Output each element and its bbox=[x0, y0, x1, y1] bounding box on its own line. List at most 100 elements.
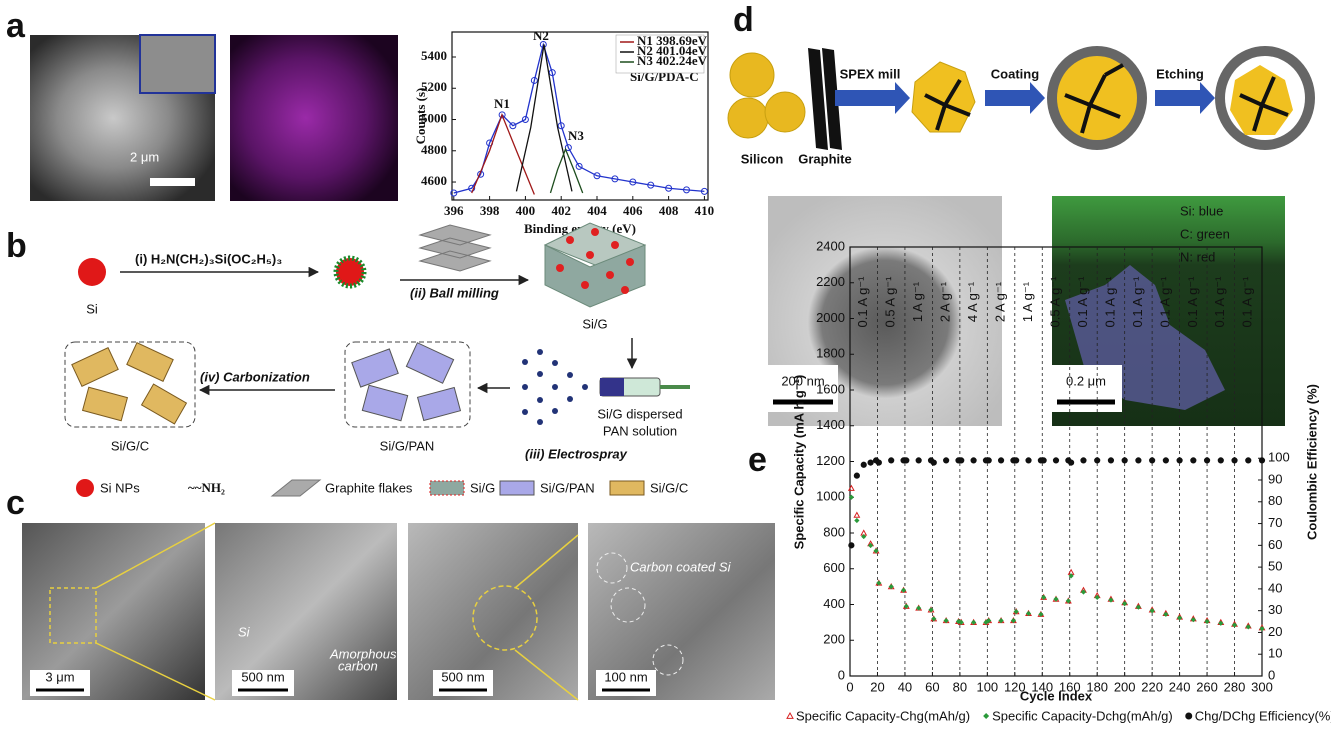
y2-tick-label: 10 bbox=[1268, 646, 1282, 661]
scale-box bbox=[596, 670, 656, 696]
marker bbox=[1013, 609, 1019, 615]
map-legend: N: red bbox=[1180, 249, 1215, 264]
legend-text: Si/G/C bbox=[650, 480, 688, 495]
x-tick-label: 60 bbox=[925, 679, 939, 694]
y-tick-label: 400 bbox=[823, 596, 845, 611]
marker bbox=[1052, 457, 1060, 464]
legend-text: Si/G bbox=[470, 480, 495, 495]
x-tick-label: 260 bbox=[1196, 679, 1218, 694]
legend-text: Graphite flakes bbox=[325, 480, 413, 495]
marker bbox=[930, 459, 937, 466]
marker bbox=[943, 457, 950, 464]
marker bbox=[867, 459, 874, 466]
y-tick-label: 4600 bbox=[421, 173, 447, 188]
marker bbox=[931, 616, 937, 622]
legend-icon bbox=[76, 479, 94, 497]
y2-tick-label: 90 bbox=[1268, 471, 1282, 486]
label: Si bbox=[238, 624, 251, 639]
si-g-c-fibers bbox=[71, 342, 188, 425]
marker bbox=[611, 175, 619, 183]
marker bbox=[1231, 622, 1238, 628]
rate-label: 1 A g⁻¹ bbox=[910, 281, 925, 322]
legend-icon bbox=[270, 479, 322, 497]
graphite-cracks bbox=[1239, 76, 1289, 132]
scale-label: 500 nm bbox=[441, 669, 484, 684]
silicon-particles bbox=[727, 52, 806, 139]
marker bbox=[915, 457, 922, 464]
marker bbox=[853, 511, 861, 518]
y-tick-label: 1600 bbox=[816, 381, 845, 396]
legend-text: ~~NH₂ bbox=[188, 480, 225, 495]
y-tick-label: 1200 bbox=[816, 453, 845, 468]
marker bbox=[1190, 457, 1197, 464]
x-tick-label: 40 bbox=[898, 679, 912, 694]
step-label: (ii) Ball milling bbox=[410, 285, 499, 300]
y2-tick-label: 30 bbox=[1268, 602, 1282, 617]
marker bbox=[1135, 457, 1142, 464]
marker bbox=[854, 517, 860, 524]
marker bbox=[530, 76, 538, 84]
scale-label: 200 nm bbox=[781, 373, 824, 388]
panel-label: a bbox=[6, 7, 26, 45]
step-label: (iv) Carbonization bbox=[200, 369, 310, 384]
rate-label: 0.1 A g⁻¹ bbox=[1212, 276, 1227, 328]
marker bbox=[575, 162, 583, 170]
y-tick-label: 5200 bbox=[421, 79, 447, 94]
marker bbox=[1217, 457, 1224, 464]
si-particle bbox=[78, 258, 106, 286]
y2-axis-label: Coulombic Efficiency (%) bbox=[1304, 384, 1319, 540]
marker bbox=[683, 186, 691, 194]
marker bbox=[1231, 457, 1238, 464]
y-tick-label: 800 bbox=[823, 524, 845, 539]
legend-marker bbox=[786, 711, 794, 719]
marker bbox=[1065, 598, 1071, 604]
rate-label: 0.1 A g⁻¹ bbox=[1240, 276, 1255, 328]
marker bbox=[916, 605, 922, 611]
marker bbox=[868, 542, 874, 549]
y-tick-label: 600 bbox=[823, 560, 845, 575]
label: Silicon bbox=[741, 151, 784, 166]
y-tick-label: 2200 bbox=[816, 274, 845, 289]
zoom-box bbox=[49, 587, 97, 644]
marker bbox=[1176, 457, 1183, 464]
y-tick-label: 200 bbox=[823, 632, 845, 647]
y-tick-label: 1000 bbox=[816, 489, 845, 504]
marker bbox=[1053, 596, 1059, 602]
x-tick-label: 404 bbox=[587, 203, 607, 218]
legend-text: Specific Capacity-Chg(mAh/g) bbox=[796, 708, 970, 723]
arrow bbox=[985, 82, 1045, 114]
legend-icon bbox=[429, 480, 465, 496]
marker bbox=[1094, 594, 1100, 600]
marker bbox=[557, 122, 565, 130]
functionalized-si bbox=[333, 255, 367, 289]
marker bbox=[1258, 457, 1266, 464]
x-tick-label: 140 bbox=[1031, 679, 1053, 694]
zoom-line bbox=[95, 642, 216, 701]
marker bbox=[986, 617, 992, 624]
syringe-fluid bbox=[600, 378, 624, 396]
x-tick-label: 80 bbox=[953, 679, 967, 694]
marker bbox=[847, 484, 855, 491]
marker bbox=[970, 457, 977, 464]
arrow bbox=[835, 82, 910, 114]
marker bbox=[848, 542, 855, 549]
rate-label: 0.1 A g⁻¹ bbox=[1075, 276, 1090, 328]
legend-text: Chg/DChg Efficiency(%) bbox=[1195, 708, 1331, 723]
legend-marker bbox=[983, 713, 990, 719]
scale-box bbox=[30, 670, 90, 696]
series-line bbox=[515, 44, 573, 192]
graphite-flakes bbox=[418, 224, 492, 272]
label: PAN solution bbox=[603, 423, 677, 438]
y-axis-label: Specific Capacity (mA h g⁻¹) bbox=[791, 375, 806, 550]
marker bbox=[1218, 620, 1224, 626]
marker bbox=[958, 457, 965, 464]
marker bbox=[1177, 615, 1183, 621]
x-tick-label: 220 bbox=[1141, 679, 1163, 694]
marker bbox=[1107, 457, 1115, 464]
marker bbox=[1094, 457, 1101, 464]
sem-inset bbox=[139, 34, 216, 94]
marker bbox=[1080, 457, 1087, 464]
y2-tick-label: 40 bbox=[1268, 580, 1282, 595]
marker bbox=[903, 603, 909, 609]
